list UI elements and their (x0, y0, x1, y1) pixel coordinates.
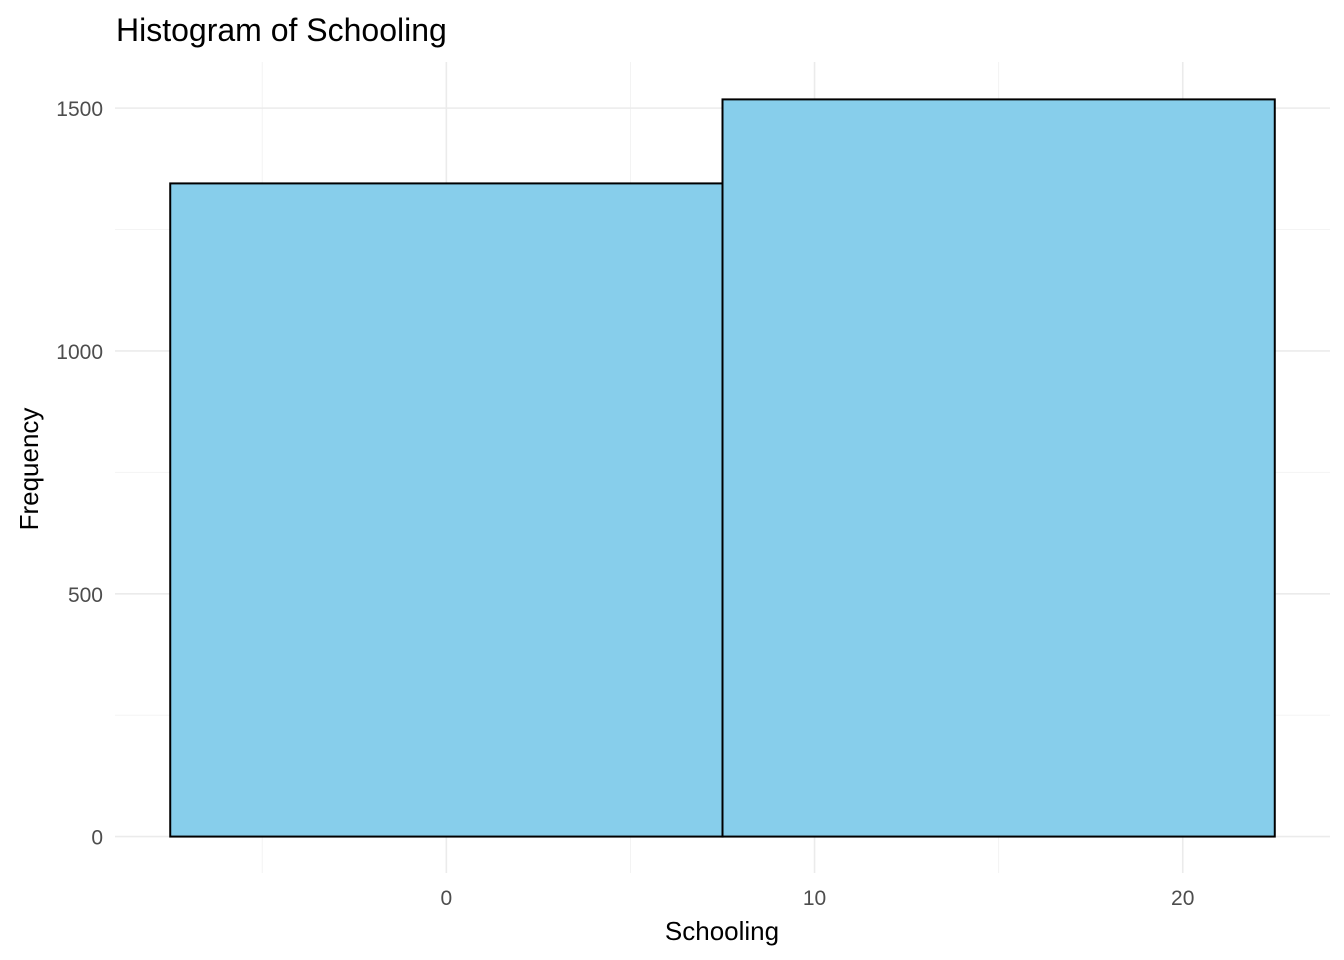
bars (169, 98, 1276, 838)
x-tick-label: 10 (803, 887, 826, 910)
x-tick-label: 0 (441, 887, 453, 910)
y-tick-label: 1000 (56, 341, 103, 364)
y-axis-ticks: 0 500 1000 1500 (56, 98, 103, 849)
histogram-bar-1 (169, 182, 724, 838)
y-tick-label: 0 (91, 827, 103, 850)
histogram-bar-2 (721, 98, 1276, 838)
y-axis-title: Frequency (14, 408, 44, 531)
x-tick-label: 20 (1171, 887, 1194, 910)
chart-title: Histogram of Schooling (116, 12, 447, 48)
x-axis-ticks: 0 10 20 (441, 887, 1195, 910)
y-tick-label: 1500 (56, 98, 103, 121)
x-axis-title: Schooling (665, 916, 779, 946)
y-tick-label: 500 (68, 584, 103, 607)
